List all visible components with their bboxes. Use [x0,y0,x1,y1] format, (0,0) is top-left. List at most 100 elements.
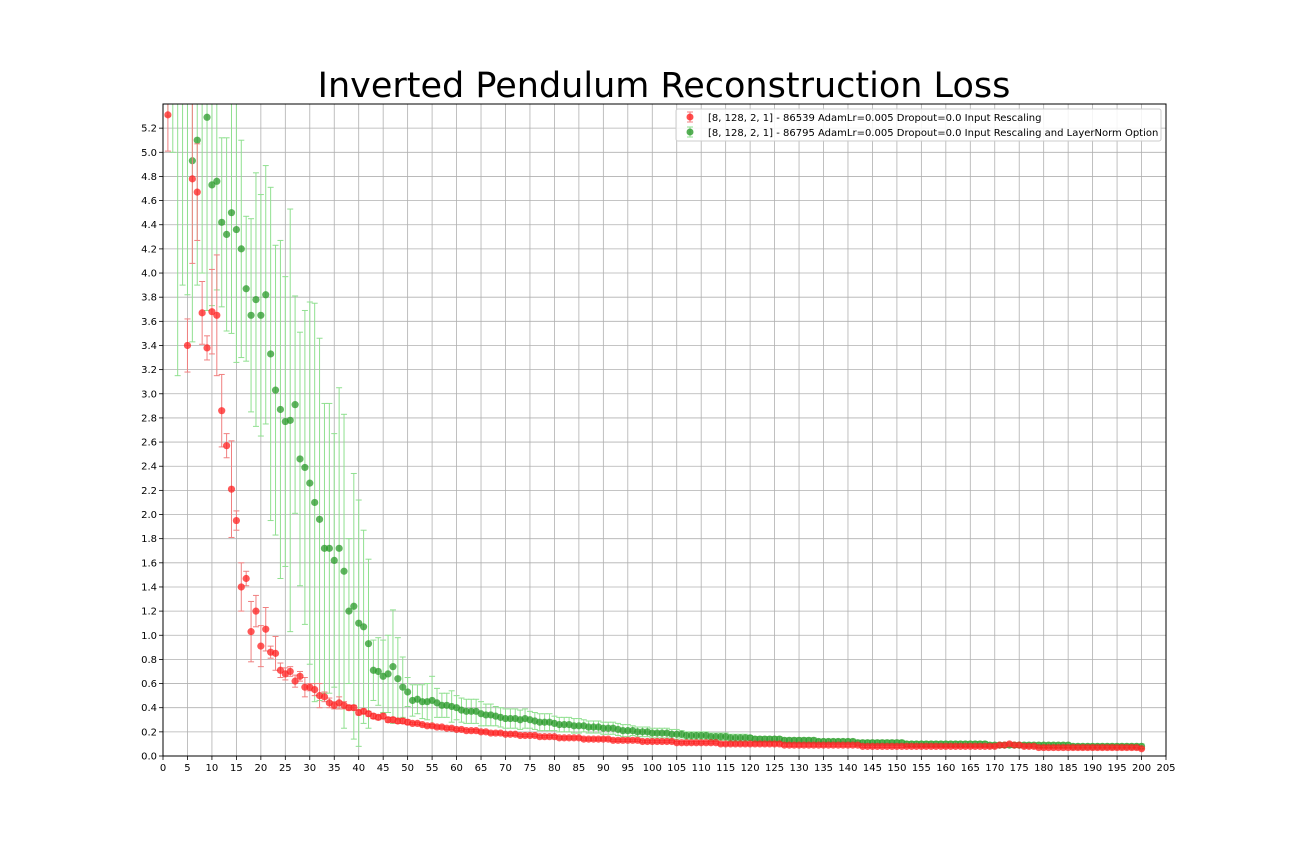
x-tick-label: 160 [936,763,955,774]
x-tick-label: 5 [184,763,190,774]
data-point [345,607,353,615]
data-point [252,296,260,304]
y-tick-label: 2.0 [141,510,157,521]
y-tick-label: 3.2 [141,365,157,376]
data-point [232,225,240,234]
legend-box [675,108,1162,142]
data-point [179,52,186,59]
data-point [301,463,309,472]
y-tick-label: 5.0 [141,148,157,159]
x-tick-label: 110 [692,763,711,774]
x-tick-label: 130 [790,763,809,774]
data-point [364,640,373,648]
x-tick-label: 95 [621,763,634,774]
data-point [237,583,245,591]
x-tick-label: 140 [838,763,857,774]
x-tick-label: 55 [426,763,439,774]
y-tick-label: 2.2 [141,486,157,497]
x-tick-label: 35 [328,763,341,774]
data-point [218,218,226,226]
legend-item-series-2: [8, 128, 2, 1] - 86795 AdamLr=0.005 Drop… [686,126,1158,139]
data-point [227,485,236,493]
x-tick-label: 70 [499,763,512,774]
y-tick-label: 0.8 [141,655,157,666]
x-tick-label: 125 [765,763,784,774]
legend-marker-1 [686,113,694,121]
x-tick-label: 150 [887,763,906,774]
data-point [164,111,172,119]
y-tick-label: 1.8 [141,534,157,545]
data-point [242,285,250,293]
legend-label-1: [8, 128, 2, 1] - 86539 AdamLr=0.005 Drop… [708,113,1041,124]
x-tick-label: 105 [667,763,686,774]
data-point [252,607,260,615]
data-point [213,177,221,185]
data-point [183,341,192,350]
data-point [286,667,294,676]
data-point [223,442,231,450]
y-tick-label: 1.2 [141,607,157,618]
data-point [198,309,206,317]
x-tick-label: 195 [1108,763,1127,774]
x-tick-label: 80 [548,763,561,774]
y-axis: 0.0 0.2 0.4 0.6 0.8 1.0 1.2 1.4 1.6 1.8 2.0 2.2 2.4 2… [141,124,163,763]
y-tick-label: 0.6 [141,679,157,690]
data-point [340,567,348,575]
y-tick-label: 4.0 [141,269,157,280]
data-point [227,209,236,217]
x-tick-label: 45 [377,763,390,774]
data-point [306,479,314,487]
data-point [360,623,368,631]
x-tick-label: 175 [1010,763,1029,774]
data-point [311,685,319,694]
data-point [335,544,343,552]
legend: [8, 128, 2, 1] - 86539 AdamLr=0.005 Drop… [675,108,1162,142]
data-point [193,188,201,196]
y-tick-label: 3.6 [141,317,157,328]
data-point [223,230,231,238]
x-tick-label: 115 [716,763,735,774]
y-tick-label: 0.2 [141,727,157,738]
x-tick-label: 100 [643,763,662,774]
x-tick-label: 180 [1034,763,1053,774]
data-point [218,407,226,415]
x-tick-label: 90 [597,763,610,774]
y-tick-label: 4.4 [141,220,157,231]
data-point [237,245,245,253]
data-point [296,455,304,463]
x-tick-label: 185 [1059,763,1078,774]
x-tick-label: 170 [985,763,1004,774]
data-point [325,544,333,552]
data-point [203,113,211,121]
x-axis: 0 5 10 15 20 25 30 35 40 45 50 55 60 65 70 75 80 85 90 95 10… [160,756,1176,774]
y-tick-label: 5.2 [141,124,157,135]
plot-frame [162,103,1167,757]
x-tick-label: 65 [475,763,488,774]
y-tick-label: 2.6 [141,438,157,449]
data-point [247,311,255,319]
plot-marks [164,46,1146,753]
plot-area [163,104,1166,756]
x-tick-label: 30 [303,763,316,774]
data-point [394,675,402,683]
y-tick-label: 4.6 [141,196,157,207]
data-point [257,311,265,319]
data-point [384,670,392,678]
data-point [267,350,275,358]
data-point [320,693,329,701]
data-point [247,628,255,636]
x-tick-label: 190 [1083,763,1102,774]
data-point [174,46,181,53]
data-point [1137,745,1146,753]
x-tick-label: 155 [912,763,931,774]
data-point [242,574,250,583]
y-tick-label: 4.2 [141,244,157,255]
data-point [311,498,319,507]
y-tick-label: 4.8 [141,172,157,183]
data-point [291,401,299,409]
y-tick-label: 3.0 [141,389,157,400]
data-point [350,704,358,712]
x-tick-label: 40 [352,763,365,774]
x-tick-label: 120 [741,763,760,774]
data-point [213,311,221,319]
